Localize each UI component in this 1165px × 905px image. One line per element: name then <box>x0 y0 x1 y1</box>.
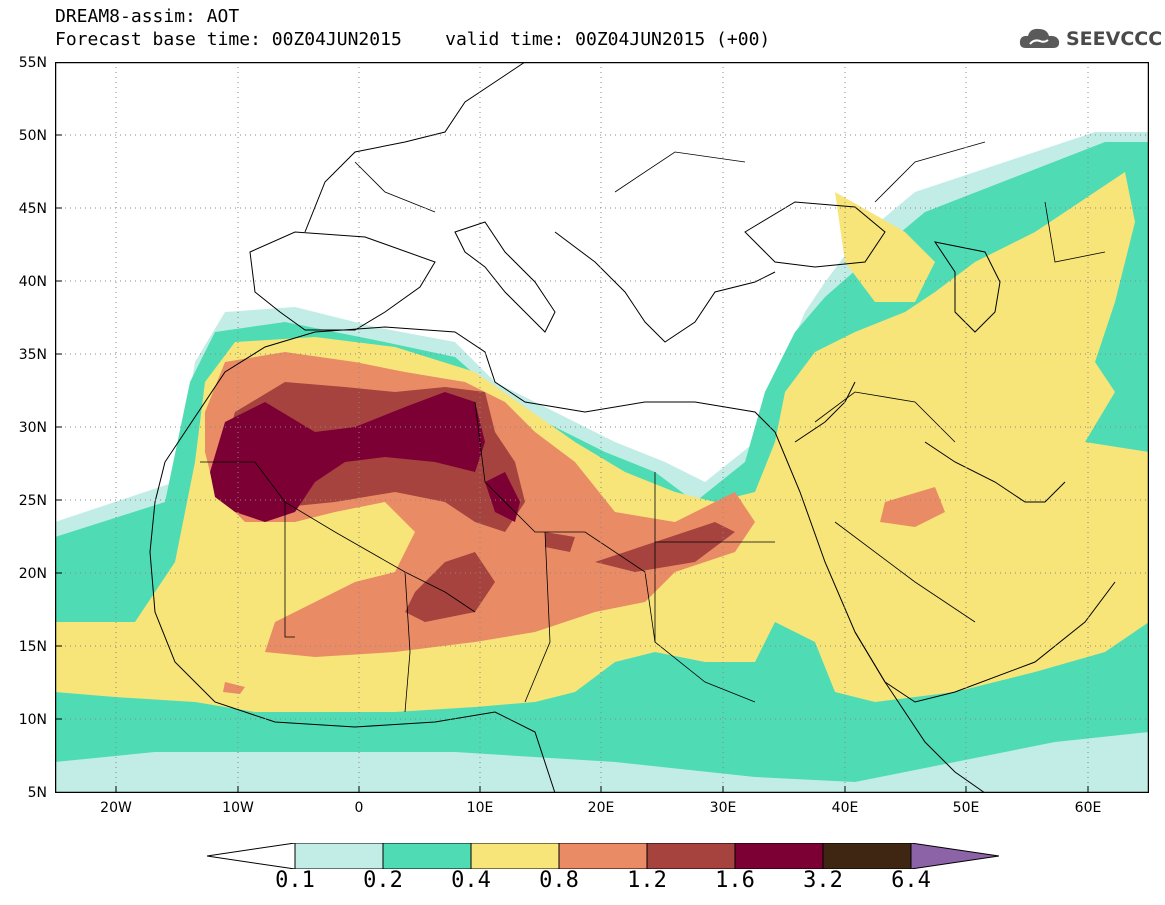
axis-ticks <box>55 134 1089 793</box>
lat-label-25n: 25N <box>18 493 47 509</box>
aot-contour-1.6 <box>210 392 520 522</box>
lat-label-15n: 15N <box>18 639 47 655</box>
colorbar-swatch-3 <box>470 843 560 869</box>
colorbar-label-0.8: 0.8 <box>539 868 579 893</box>
lon-label-20w: 20W <box>100 800 132 816</box>
colorbar-label-3.2: 3.2 <box>803 868 843 893</box>
colorbar-high-arrow <box>910 843 999 869</box>
aot-contour-0.4 <box>55 172 1149 712</box>
seevccc-logo: SEEVCCC <box>1018 24 1162 54</box>
lon-label-10w: 10W <box>222 800 254 816</box>
colorbar-label-0.4: 0.4 <box>451 868 491 893</box>
lat-label-10n: 10N <box>18 712 47 728</box>
lon-label-10e: 10E <box>466 800 494 816</box>
colorbar-label-1.2: 1.2 <box>627 868 667 893</box>
colorbar-label-6.4: 6.4 <box>891 868 931 893</box>
lat-label-50n: 50N <box>18 128 47 144</box>
colorbar-swatch-1 <box>294 843 384 869</box>
colorbar-swatch-7 <box>822 843 912 869</box>
colorbar-label-0.2: 0.2 <box>363 868 403 893</box>
logo-text: SEEVCCC <box>1066 28 1163 50</box>
colorbar-swatch-4 <box>558 843 648 869</box>
colorbar-label-1.6: 1.6 <box>715 868 755 893</box>
country-borders <box>200 141 1106 713</box>
aot-map <box>55 62 1149 793</box>
coastlines <box>149 62 1116 793</box>
graticule <box>55 62 1149 793</box>
colorbar-swatch-5 <box>646 843 736 869</box>
lat-label-30n: 30N <box>18 420 47 436</box>
colorbar-low-arrow <box>207 843 296 869</box>
lon-label-40e: 40E <box>831 800 859 816</box>
lat-label-55n: 55N <box>18 55 47 71</box>
cloud-icon <box>1019 28 1060 48</box>
forecast-time-line: Forecast base time: 00Z04JUN2015 valid t… <box>55 29 771 50</box>
lat-label-35n: 35N <box>18 347 47 363</box>
colorbar-swatch-2 <box>382 843 472 869</box>
lat-label-40n: 40N <box>18 274 47 290</box>
lon-label-0: 0 <box>354 800 364 816</box>
colorbar-swatch-6 <box>734 843 824 869</box>
lat-label-45n: 45N <box>18 201 47 217</box>
chart-title: DREAM8-assim: AOT <box>55 6 240 27</box>
lon-label-30e: 30E <box>709 800 737 816</box>
lon-label-20e: 20E <box>587 800 615 816</box>
colorbar-label-0.1: 0.1 <box>275 868 315 893</box>
lat-label-5n: 5N <box>27 785 47 801</box>
lon-label-50e: 50E <box>952 800 980 816</box>
colorbar <box>207 843 999 869</box>
lat-label-20n: 20N <box>18 566 47 582</box>
lon-label-60e: 60E <box>1074 800 1102 816</box>
